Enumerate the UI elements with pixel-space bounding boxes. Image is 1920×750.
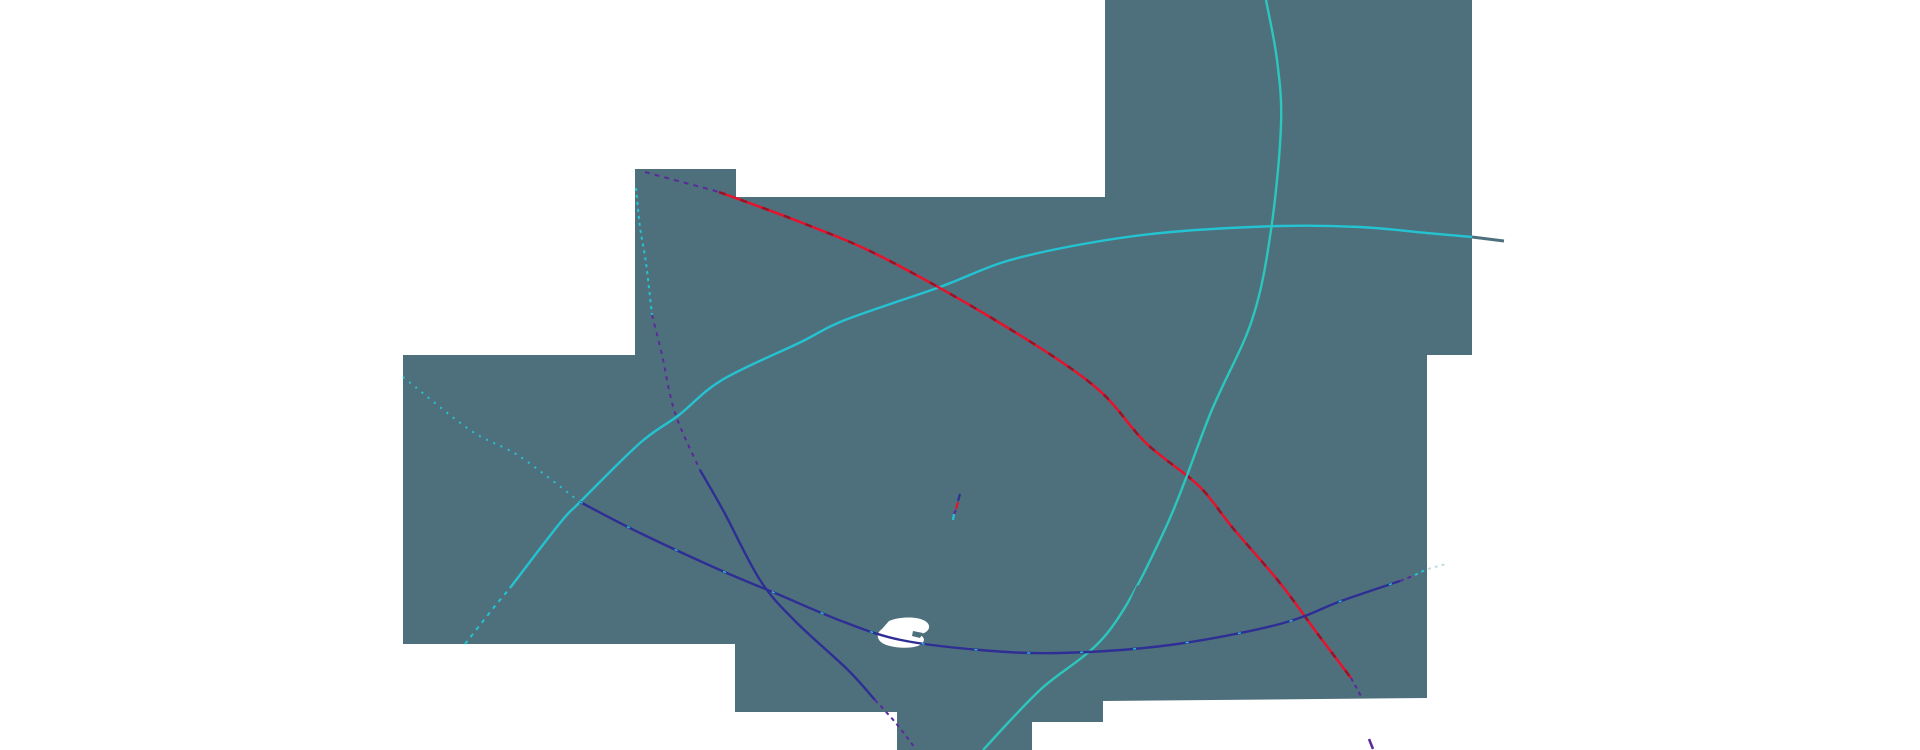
orbit-red-tick-outside [1367, 738, 1375, 750]
distant-marker-navy [956, 493, 962, 502]
vessel-marker-blob [877, 617, 930, 648]
orbit-low-transition-dashed [1399, 574, 1416, 582]
orbit-big-cyan-arc-gap [1128, 585, 1141, 607]
orbit-steep-mid-dashed [651, 314, 701, 471]
orbit-red-dash-overlay [718, 190, 1352, 679]
orbit-cyan-stub-outside [1471, 235, 1505, 243]
distant-marker-red [954, 501, 960, 510]
orbit-big-cyan-arc [982, 0, 1283, 750]
orbit-low-main [579, 500, 1401, 655]
map-visible-region [403, 0, 1472, 750]
orbit-steep-top-dashed [635, 187, 653, 316]
distant-marker-purple [953, 509, 957, 515]
orbit-cyan-main [509, 224, 1473, 589]
orbit-low-transition2-dashed [1414, 568, 1428, 576]
orbit-cyan-left-tail-dashed [464, 587, 511, 645]
distant-marker-cyan [951, 513, 956, 521]
orbit-steep-main [698, 469, 876, 701]
orbit-low-pale-tail-outside [1427, 563, 1447, 570]
vessel-marker-blob-notch [912, 631, 923, 638]
orbit-red-tail-dashed [1350, 677, 1363, 699]
